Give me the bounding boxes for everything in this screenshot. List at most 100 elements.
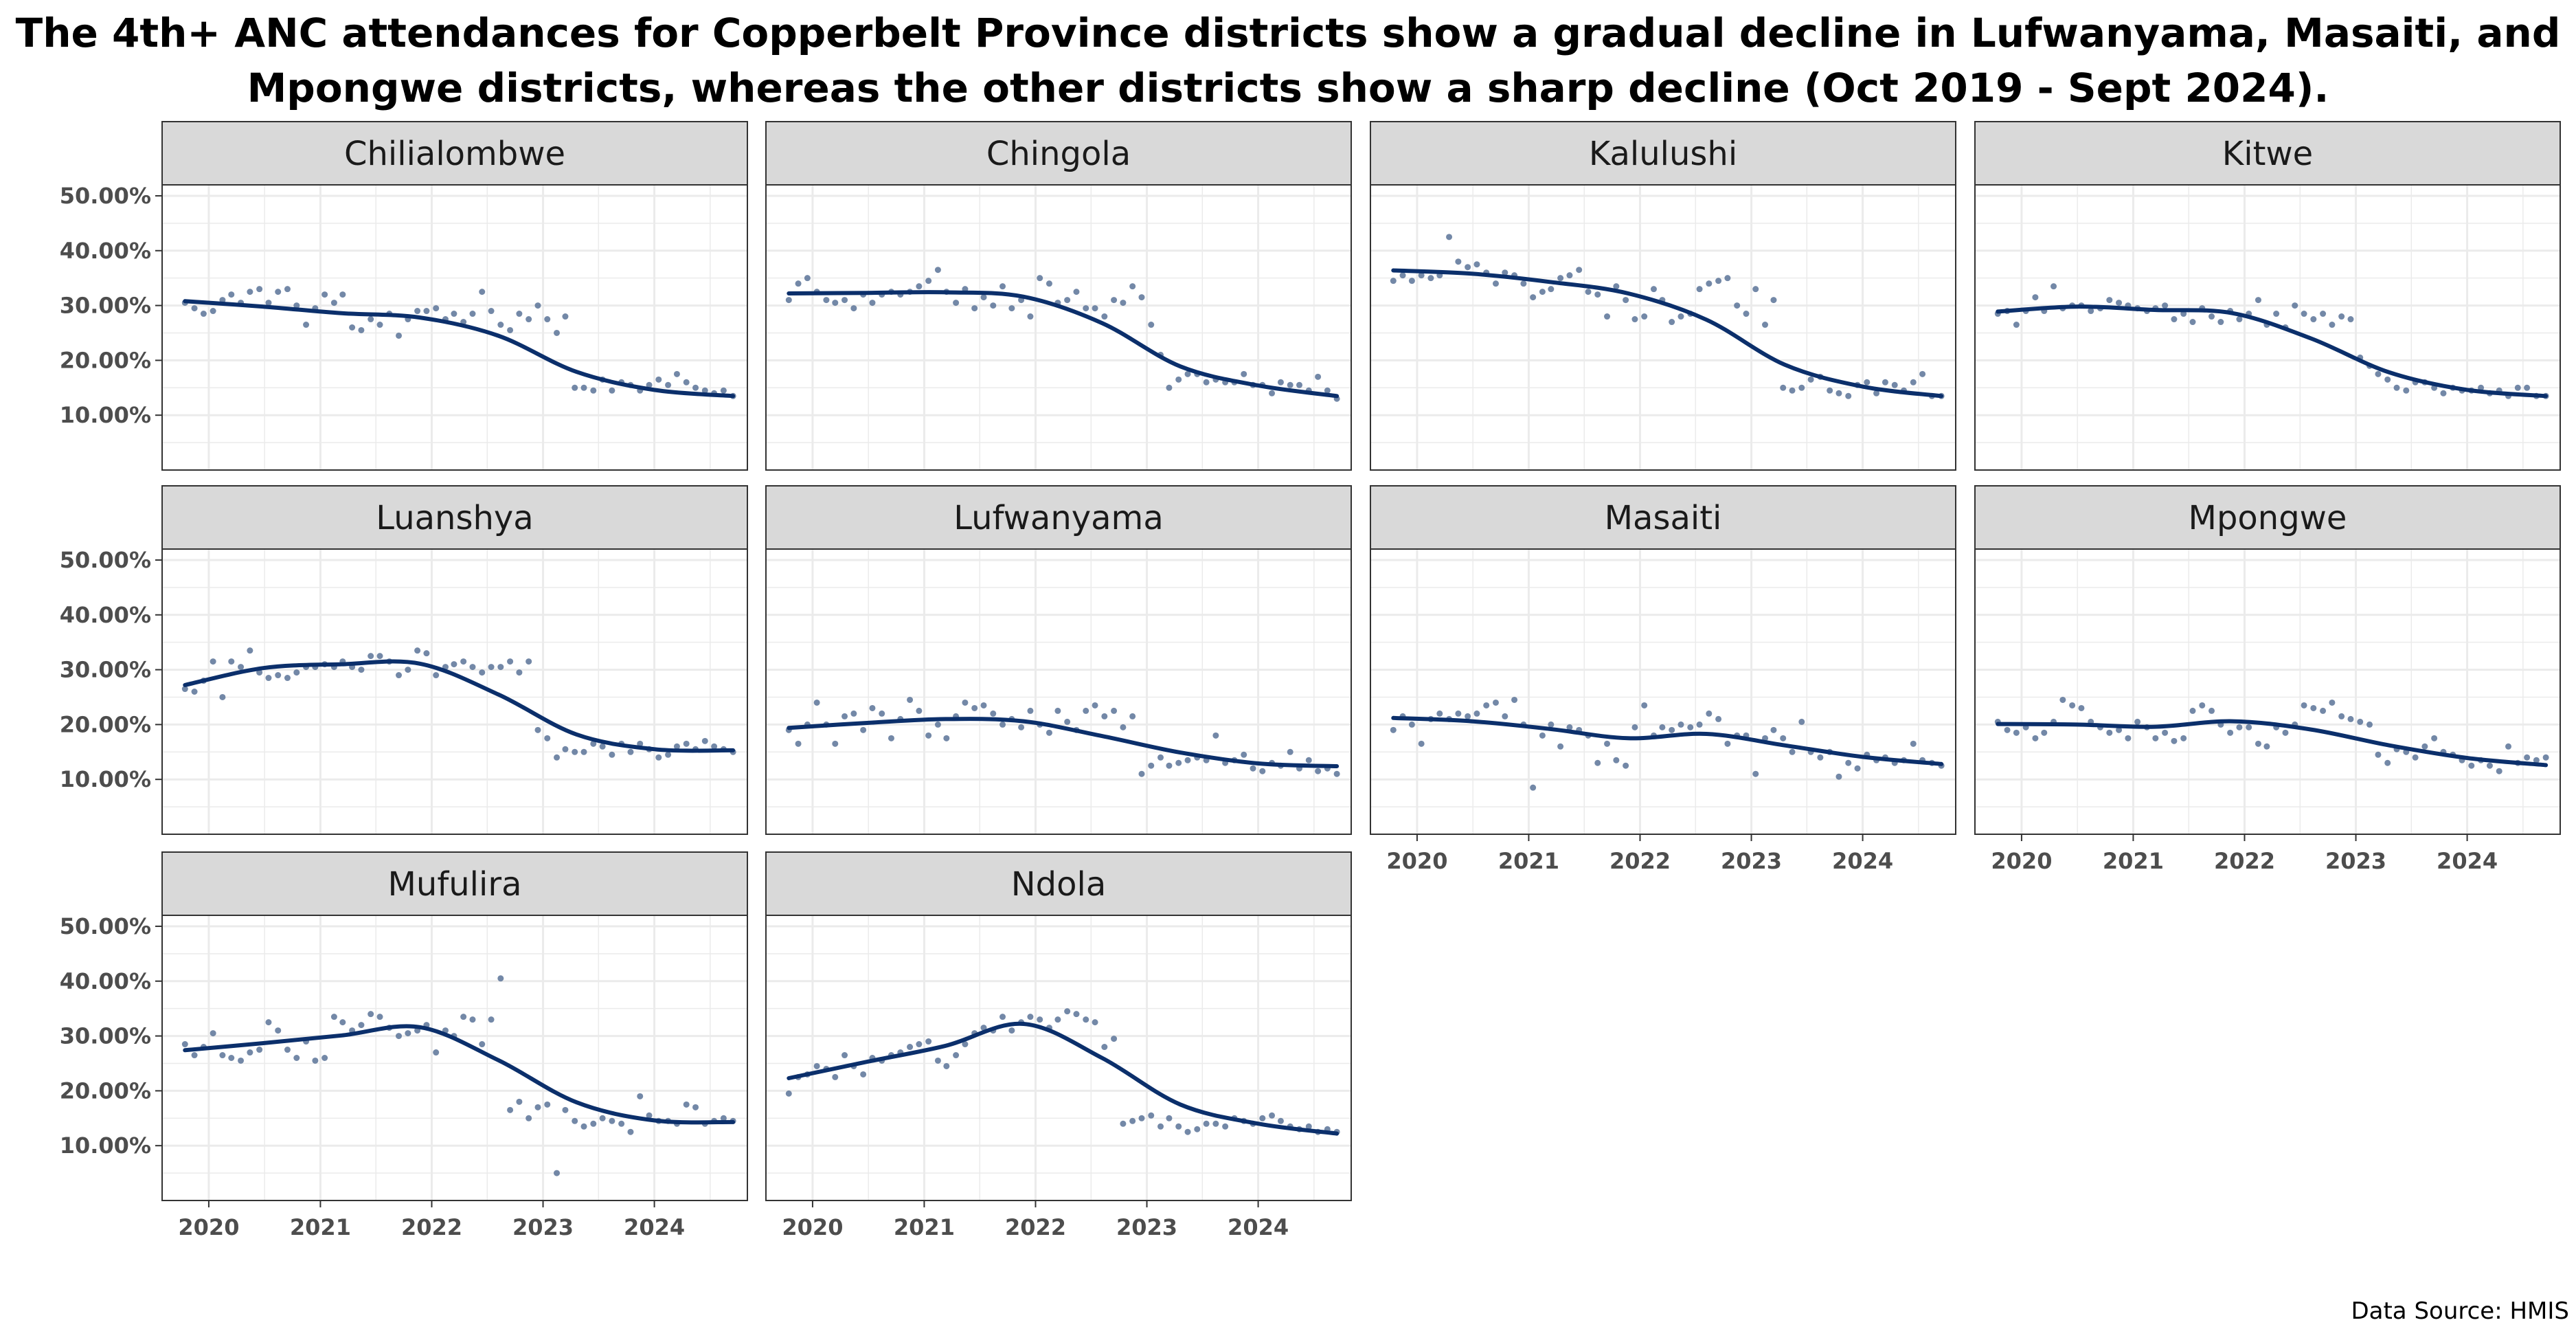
- data-point: [275, 1027, 282, 1034]
- data-point: [1111, 297, 1118, 304]
- data-point: [1548, 721, 1555, 728]
- data-point: [1539, 289, 1546, 295]
- x-tick-label: 2021: [1498, 848, 1559, 874]
- data-point: [1083, 707, 1089, 714]
- plot-area: [766, 915, 1351, 1201]
- data-point: [2301, 702, 2307, 708]
- data-point: [1650, 286, 1657, 293]
- data-point: [534, 1104, 541, 1110]
- data-point: [1287, 381, 1293, 388]
- y-tick-label: 30.00%: [60, 657, 151, 683]
- panel-border: [161, 548, 748, 835]
- data-point: [1613, 757, 1620, 763]
- data-point: [2347, 715, 2354, 722]
- data-point: [2393, 384, 2400, 391]
- data-point: [1687, 724, 1694, 730]
- data-point: [1752, 770, 1759, 777]
- data-point: [405, 1030, 411, 1037]
- facet-strip-label: Luanshya: [376, 499, 533, 537]
- data-point: [423, 308, 430, 315]
- data-point: [711, 743, 718, 750]
- data-point: [1166, 1115, 1173, 1121]
- title-line-1: The 4th+ ANC attendances for Copperbelt …: [15, 10, 2561, 56]
- data-point: [888, 735, 894, 741]
- data-point: [1092, 702, 1098, 708]
- data-point: [544, 316, 551, 323]
- data-point: [1166, 762, 1173, 769]
- data-point: [2246, 724, 2252, 730]
- data-point: [2478, 384, 2485, 391]
- data-point: [2486, 762, 2493, 769]
- data-point: [609, 1117, 615, 1124]
- data-point: [2227, 729, 2234, 736]
- data-point: [943, 735, 950, 741]
- data-point: [2412, 754, 2419, 761]
- panel-border: [1974, 184, 2561, 471]
- data-point: [2069, 702, 2076, 708]
- data-point: [2263, 743, 2270, 750]
- x-tick-label: 2023: [2325, 848, 2386, 874]
- data-point: [1631, 724, 1638, 730]
- title-line-2: Mpongwe districts, whereas the other dis…: [247, 65, 2329, 111]
- data-point: [405, 667, 411, 673]
- data-point: [971, 704, 978, 711]
- data-point: [637, 740, 644, 747]
- data-point: [599, 1115, 606, 1121]
- data-point: [655, 754, 662, 761]
- data-point: [238, 664, 245, 671]
- data-point: [210, 308, 216, 315]
- data-point: [1018, 724, 1025, 730]
- plot-area: [162, 915, 747, 1201]
- y-tick-label: 10.00%: [60, 402, 151, 428]
- data-point: [1743, 311, 1750, 317]
- data-point: [2320, 707, 2327, 714]
- data-point: [191, 1052, 198, 1059]
- data-source-caption: Data Source: HMIS: [2351, 1297, 2569, 1325]
- data-point: [2208, 313, 2215, 320]
- plot-area: [1975, 549, 2560, 834]
- data-point: [1269, 1112, 1276, 1119]
- data-point: [953, 1052, 960, 1059]
- data-point: [2421, 743, 2428, 750]
- data-point: [907, 1044, 914, 1051]
- data-point: [497, 975, 504, 982]
- data-point: [850, 305, 857, 312]
- facet-panel-masaiti: Masaiti 2020 2021 2022 2023 2024: [1370, 485, 1956, 874]
- data-point: [1780, 735, 1787, 741]
- data-point: [1502, 713, 1509, 719]
- data-point: [293, 302, 300, 309]
- data-point: [673, 370, 680, 377]
- data-point: [813, 699, 820, 706]
- data-point: [2384, 376, 2391, 383]
- data-point: [256, 1047, 263, 1053]
- data-point: [832, 740, 839, 747]
- data-point: [1873, 390, 1880, 397]
- data-point: [720, 1115, 727, 1121]
- data-point: [1641, 313, 1648, 320]
- data-point: [646, 381, 653, 388]
- data-point: [1520, 280, 1527, 287]
- data-point: [813, 1062, 820, 1069]
- x-tick-label: 2023: [1721, 848, 1782, 874]
- data-point: [1203, 379, 1210, 386]
- data-point: [376, 322, 383, 328]
- data-point: [368, 653, 374, 660]
- data-point: [1641, 702, 1648, 708]
- data-point: [1891, 381, 1898, 388]
- trend-line: [787, 290, 1340, 399]
- facet-panel-mpongwe: Mpongwe 2020 2021 2022 2023 2024: [1974, 485, 2561, 874]
- data-point: [1418, 272, 1425, 279]
- data-point: [1436, 710, 1443, 717]
- data-point: [488, 1016, 495, 1023]
- data-point: [1269, 390, 1276, 397]
- facet-panel-chilialombwe: Chilialombwe 10.00% 20.00% 30.00% 40.00% 50.0…: [60, 121, 748, 471]
- plot-area: [766, 185, 1351, 470]
- data-point: [572, 384, 578, 391]
- data-point: [618, 1120, 625, 1127]
- data-point: [1715, 278, 1722, 284]
- data-point: [572, 1117, 578, 1124]
- data-point: [469, 664, 476, 671]
- data-point: [1129, 283, 1136, 290]
- data-point: [683, 1101, 690, 1108]
- data-point: [1101, 313, 1108, 320]
